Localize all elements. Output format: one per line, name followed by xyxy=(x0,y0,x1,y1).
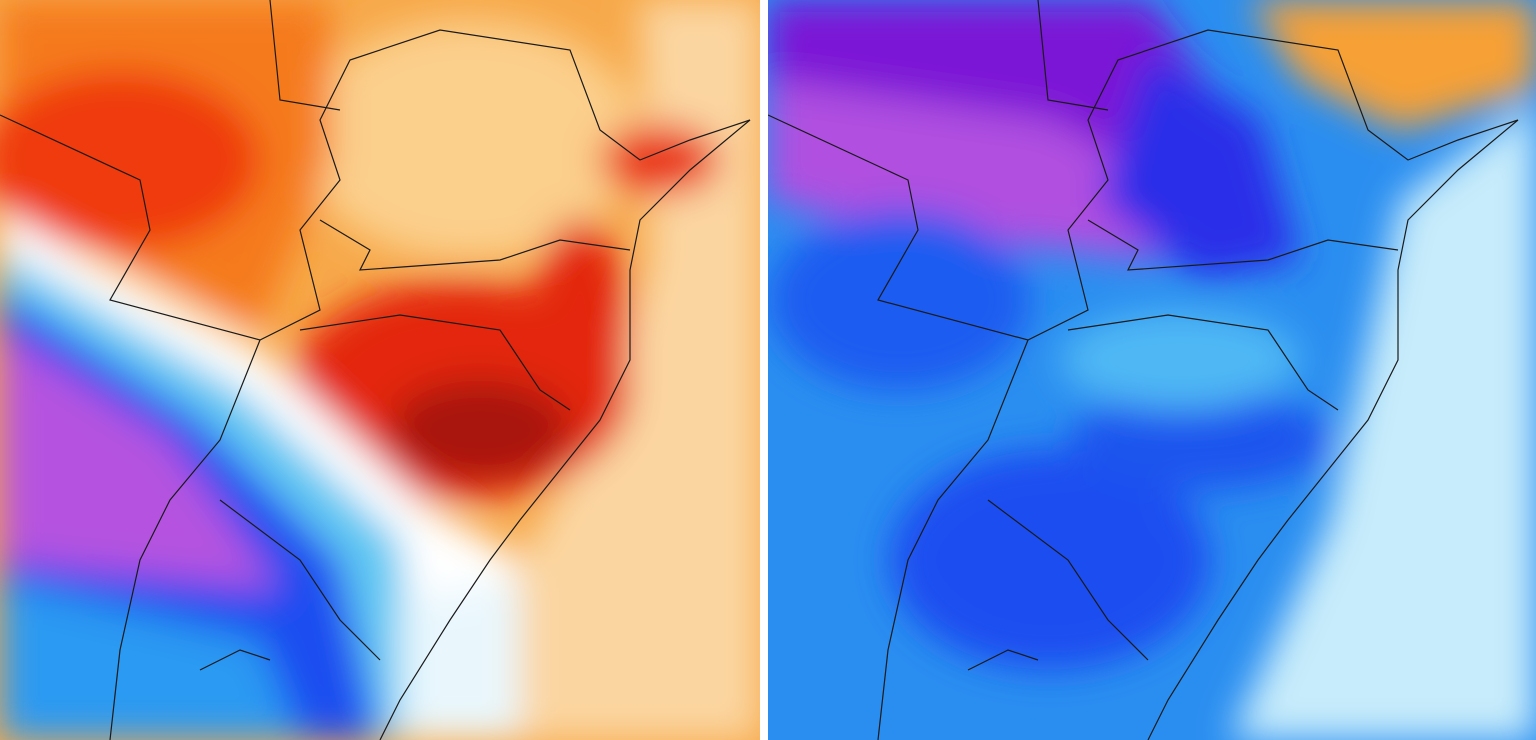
anomaly-field xyxy=(0,0,760,740)
borders xyxy=(768,0,1519,740)
right-map-panel xyxy=(768,0,1536,740)
borders xyxy=(0,0,751,740)
left-map-panel xyxy=(0,0,760,740)
anomaly-field xyxy=(768,0,1536,740)
panel-divider xyxy=(760,0,768,740)
